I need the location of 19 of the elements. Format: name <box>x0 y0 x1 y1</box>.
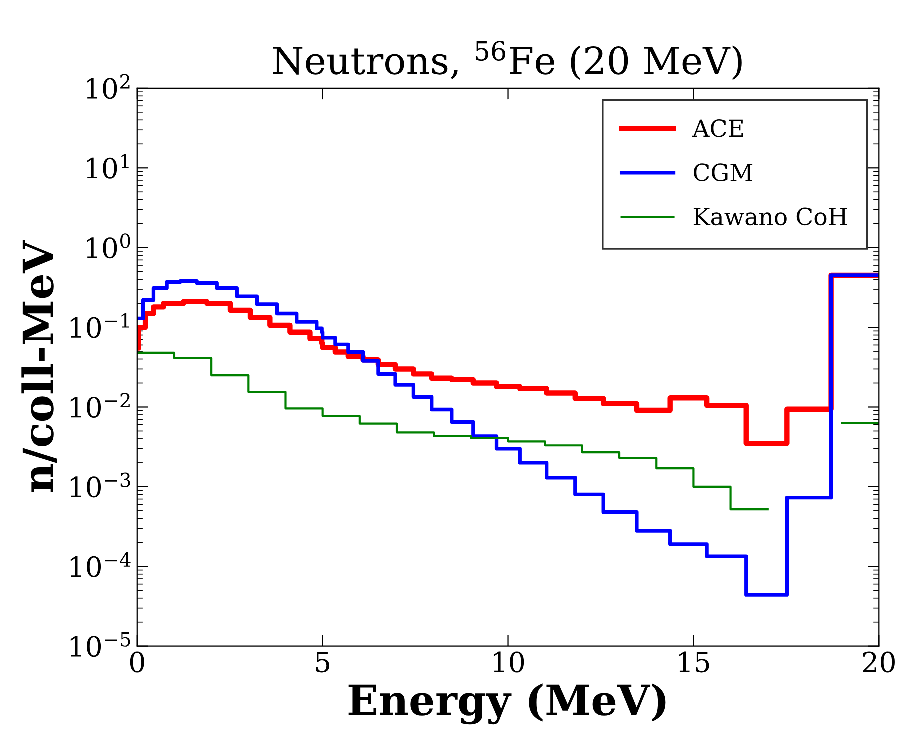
y-tick-label: 10$^{1}$ <box>87 154 129 179</box>
x-tick-label: 20 <box>863 652 895 673</box>
x-axis-title: Energy (MeV) <box>348 684 666 725</box>
legend-label: Kawano CoH <box>694 208 848 226</box>
x-tick-label: 5 <box>316 652 330 673</box>
x-tick-label: 0 <box>130 652 144 673</box>
y-axis-title: n/coll-MeV <box>22 240 58 492</box>
x-tick-label: 15 <box>679 652 710 673</box>
legend-label: ACE <box>692 120 744 138</box>
x-tick-label: 10 <box>494 652 524 673</box>
y-tick-label: 10$^{−2}$ <box>70 393 130 418</box>
chart-title: Neutrons, $^{56}$Fe (20 MeV) <box>273 41 742 80</box>
y-tick-label: 10$^{2}$ <box>87 74 130 100</box>
y-tick-label: 10$^{0}$ <box>87 234 130 259</box>
y-tick-label: 10$^{−4}$ <box>70 552 131 578</box>
y-tick-label: 10$^{−5}$ <box>70 632 130 658</box>
y-tick-label: 10$^{−1}$ <box>70 313 130 338</box>
y-tick-label: 10$^{−3}$ <box>70 472 130 498</box>
legend-label: CGM <box>694 164 753 182</box>
